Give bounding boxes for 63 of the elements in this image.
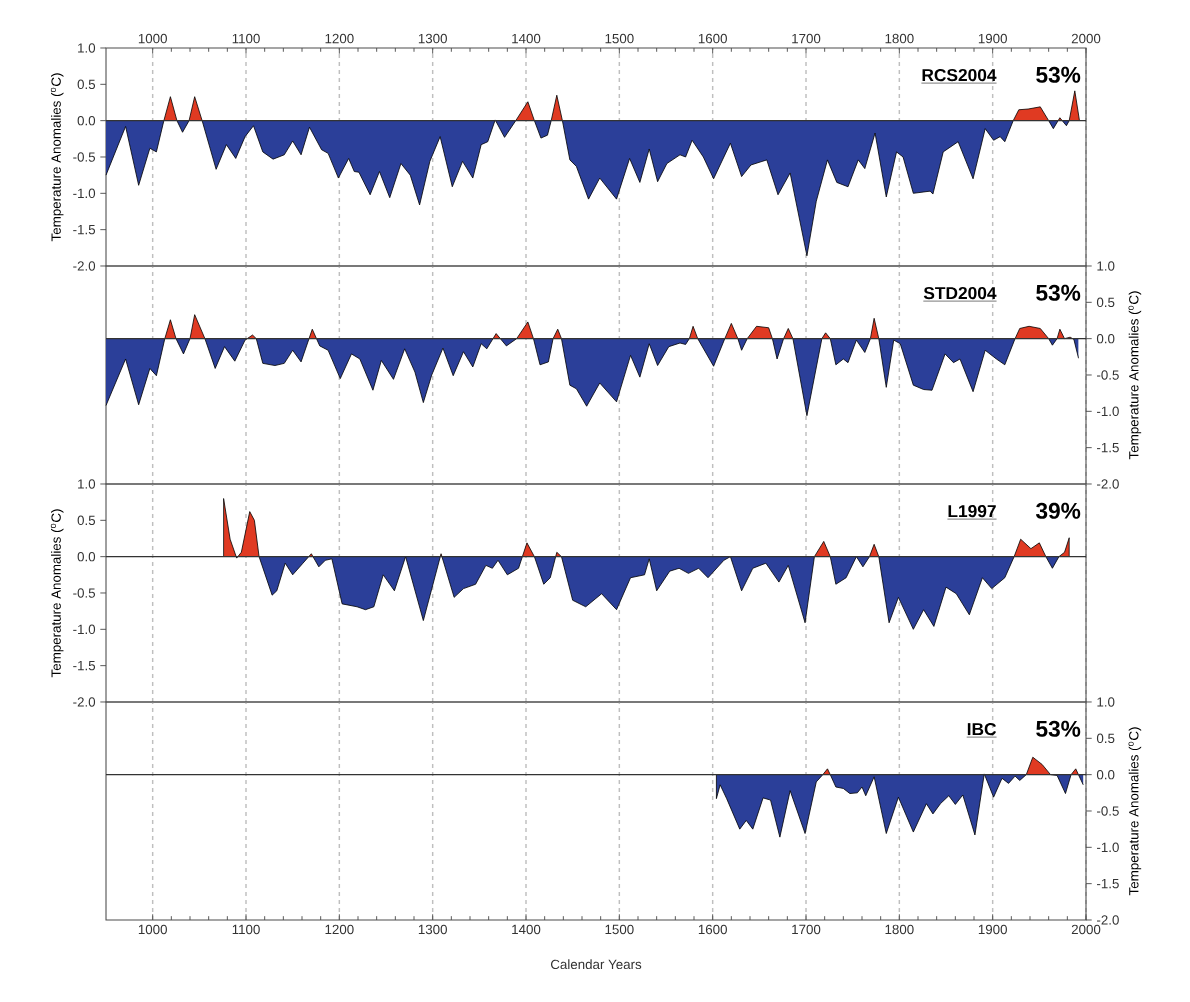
y-tick-label: 0.5 <box>1096 297 1115 308</box>
y-tick-label: -1.0 <box>1096 406 1119 417</box>
x-tick-label: 1400 <box>512 33 541 44</box>
x-tick-label: 1800 <box>885 924 914 935</box>
y-tick-label: -1.5 <box>1096 442 1119 453</box>
y-tick-label: -0.5 <box>73 152 96 162</box>
x-tick-label: 1000 <box>138 924 167 935</box>
y-tick-label: 0.5 <box>1096 733 1115 744</box>
x-tick-label: 1600 <box>698 924 727 935</box>
x-tick-label: 1700 <box>792 33 821 44</box>
x-tick-label: 1000 <box>138 33 167 44</box>
x-tick-label: 1100 <box>232 924 260 935</box>
y-tick-label: -1.0 <box>1096 842 1119 853</box>
text: RCS2004 <box>922 68 997 82</box>
y-tick-label: -0.5 <box>1096 806 1119 816</box>
x-tick-label: 1500 <box>605 924 634 935</box>
y-axis-title: Temperature Anomalies ($^{o}$C) <box>50 509 64 678</box>
y-tick-label: 0.5 <box>77 79 96 90</box>
text: STD2004 <box>923 286 997 300</box>
y-tick-label: -1.5 <box>73 660 96 671</box>
x-tick-label: 1600 <box>698 33 727 44</box>
y-tick-label: -0.5 <box>73 588 96 598</box>
x-tick-label: 2000 <box>1071 33 1101 44</box>
x-tick-label: 1300 <box>418 33 447 44</box>
y-tick-label: 0.0 <box>1096 769 1115 780</box>
y-tick-label: 0.0 <box>77 115 96 126</box>
x-tick-label: 1900 <box>978 924 1007 935</box>
y-tick-label: -0.5 <box>1096 370 1119 380</box>
x-tick-label: 1900 <box>978 33 1007 44</box>
x-tick-label: 1700 <box>792 924 821 935</box>
y-tick-label: 1.0 <box>1097 697 1115 707</box>
x-tick-label: 1400 <box>512 924 541 935</box>
y-axis-title: Temperature Anomalies ($^{o}$C) <box>1128 727 1142 896</box>
y-axis-title: Temperature Anomalies ($^{o}$C) <box>50 73 64 242</box>
annotation: 53% <box>1036 284 1081 301</box>
x-tick-label: 1100 <box>232 33 260 44</box>
y-tick-label: 0.0 <box>77 551 96 562</box>
y-tick-label: -1.5 <box>1096 878 1119 889</box>
y-tick-label: -2.0 <box>73 261 96 271</box>
y-tick-label: -2.0 <box>73 697 96 707</box>
y-tick-label: -1.0 <box>73 624 96 635</box>
x-tick-label: 1200 <box>325 924 354 935</box>
text: IBC <box>967 722 997 736</box>
annotation: 39% <box>1035 502 1081 519</box>
annotation: 53% <box>1036 66 1081 83</box>
x-tick-label: 2000 <box>1071 924 1101 935</box>
y-tick-label: 0.5 <box>77 515 96 526</box>
x-tick-label: 1200 <box>325 33 354 44</box>
y-tick-label: -1.5 <box>73 224 96 235</box>
y-tick-label: 1.0 <box>1097 261 1115 271</box>
x-tick-label: 1500 <box>605 33 634 44</box>
x-axis-title: Calendar Years <box>550 959 642 970</box>
y-tick-label: 1.0 <box>78 479 96 489</box>
y-tick-label: -2.0 <box>1096 479 1119 489</box>
y-axis-title: Temperature Anomalies ($^{o}$C) <box>1128 291 1142 460</box>
y-tick-label: 1.0 <box>78 43 96 53</box>
y-tick-label: -2.0 <box>1096 915 1119 925</box>
x-tick-label: 1300 <box>418 924 447 935</box>
annotation: 53% <box>1036 720 1081 737</box>
y-tick-label: -1.0 <box>73 188 96 199</box>
x-tick-label: 1800 <box>885 33 914 44</box>
text: L1997 <box>948 504 996 518</box>
y-tick-label: 0.0 <box>1096 333 1115 344</box>
